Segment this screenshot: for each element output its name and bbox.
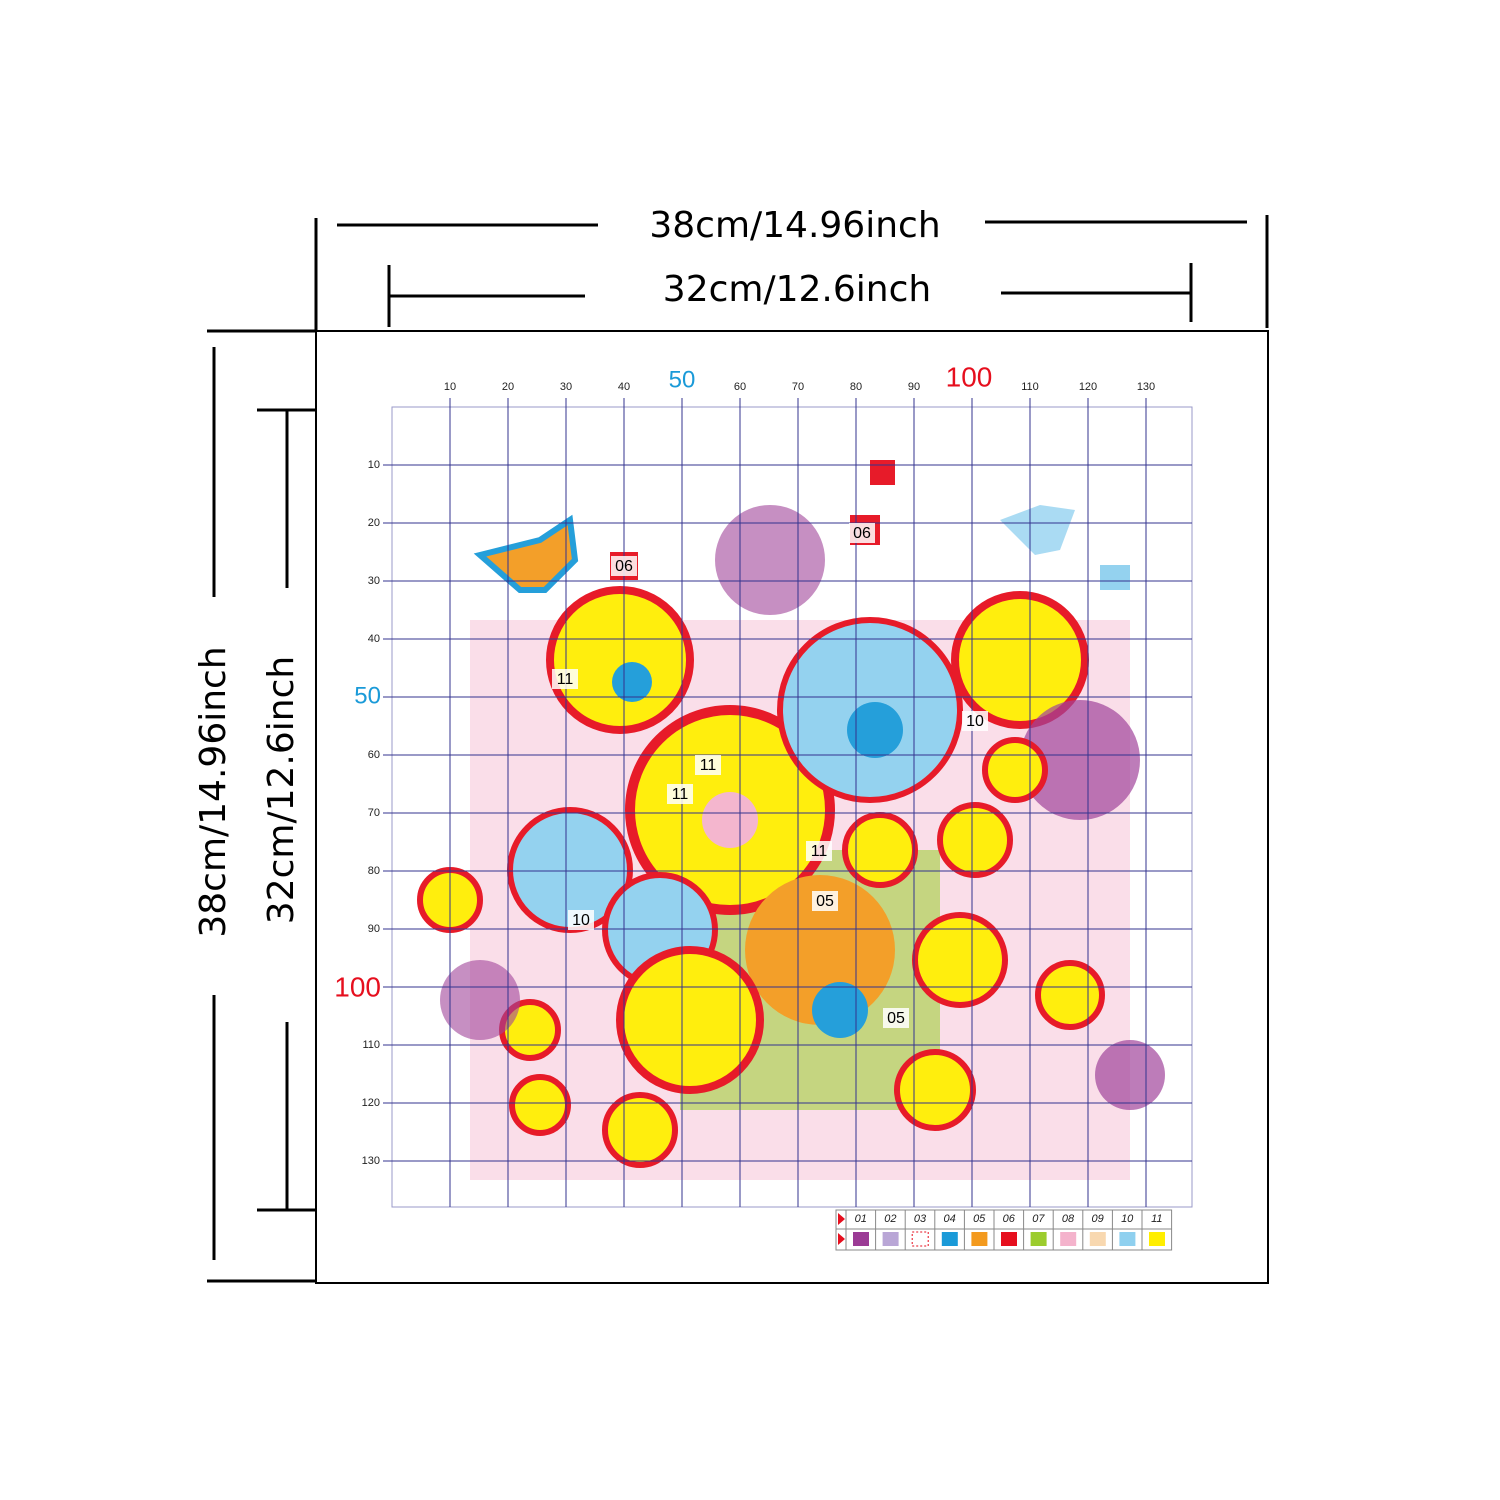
- legend-swatch: [971, 1232, 988, 1246]
- dimension-lines: [207, 215, 1269, 1283]
- y-tick-label: 40: [368, 633, 380, 645]
- x-tick-label: 40: [618, 381, 630, 393]
- region-label: 11: [811, 843, 828, 860]
- region-label-bg: [812, 891, 838, 911]
- legend-swatch: [1119, 1232, 1136, 1246]
- x-tick-label: 30: [560, 381, 572, 393]
- region-label-bg: [552, 669, 578, 689]
- region-label-bg: [568, 910, 594, 930]
- y-tick-label: 120: [362, 1097, 380, 1109]
- flower-artwork: [417, 460, 1165, 1180]
- x-tick-label: 20: [502, 381, 514, 393]
- y-tick-label: 130: [362, 1155, 380, 1167]
- color-legend: 01 02 03 04 05 06 07 08 09 10 11: [835, 1209, 1173, 1251]
- legend-swatch: [1001, 1232, 1017, 1246]
- x-tick-label: 120: [1079, 381, 1097, 393]
- legend-code: 03: [914, 1213, 927, 1225]
- y-tick-label: 90: [368, 923, 380, 935]
- y-tick-label: 60: [368, 749, 380, 761]
- outer-width-label: 38cm/14.96inch: [649, 205, 940, 246]
- legend-code: 02: [884, 1213, 896, 1225]
- region-label-bg: [611, 556, 637, 576]
- legend-swatch: [853, 1232, 869, 1246]
- region-label: 11: [672, 786, 689, 803]
- legend-code: 05: [973, 1213, 986, 1225]
- legend-code: 08: [1062, 1213, 1075, 1225]
- inner-width-label: 32cm/12.6inch: [663, 269, 931, 310]
- x-tick-label: 110: [1021, 381, 1039, 393]
- grid-border: [391, 406, 1193, 1208]
- x-tick-label: 80: [850, 381, 862, 393]
- legend-arrow: [838, 1213, 845, 1245]
- x-tick-label: 90: [908, 381, 920, 393]
- x-tick-label: 130: [1137, 381, 1155, 393]
- legend-code: 07: [1032, 1213, 1045, 1225]
- legend-swatch: [1060, 1232, 1077, 1246]
- frame: [315, 330, 1269, 1284]
- region-label: 11: [557, 671, 574, 688]
- y-tick-label: 110: [362, 1039, 380, 1051]
- region-label-bg: [883, 1008, 909, 1028]
- region-label-bg: [806, 841, 832, 861]
- legend-swatch: [882, 1232, 899, 1246]
- region-label: 05: [816, 893, 834, 910]
- legend-swatch: [1089, 1232, 1106, 1246]
- x-tick-label: 70: [792, 381, 804, 393]
- x-tick-label: 10: [444, 381, 456, 393]
- legend-swatch: [1149, 1232, 1165, 1246]
- y-marker-label: 100: [334, 971, 381, 1002]
- legend-code: 06: [1003, 1213, 1016, 1225]
- legend-swatch: [1030, 1232, 1047, 1246]
- region-label-bg: [695, 755, 721, 775]
- region-label-bg: [667, 784, 693, 804]
- y-tick-label: 80: [368, 865, 380, 877]
- y-tick-label: 10: [368, 459, 380, 471]
- x-tick-label: 60: [734, 381, 746, 393]
- region-label: 05: [887, 1010, 905, 1027]
- legend-swatch: [911, 1231, 929, 1247]
- region-labels: 06 06 11 11 11 11 10 10 05 05: [552, 523, 988, 1028]
- legend-code: 09: [1091, 1213, 1103, 1225]
- stitch-grid: 10 20 30 40 60 70 80 90 110 120 130 10 20 30 40 60 70 80 9…: [362, 381, 1193, 1208]
- legend-code: 01: [855, 1213, 867, 1225]
- region-label: 10: [966, 713, 984, 730]
- legend-code: 11: [1151, 1213, 1162, 1225]
- y-tick-label: 20: [368, 517, 380, 529]
- y-tick-label: 70: [368, 807, 380, 819]
- region-label: 10: [572, 912, 590, 929]
- legend-swatch: [941, 1232, 958, 1246]
- y-tick-label: 30: [368, 575, 380, 587]
- legend-code: 04: [943, 1213, 955, 1225]
- inner-height-label: 32cm/12.6inch: [261, 656, 302, 924]
- legend-code: 10: [1121, 1213, 1134, 1225]
- region-label-bg: [849, 523, 875, 543]
- region-label: 06: [615, 558, 633, 575]
- x-marker-label: 100: [946, 361, 993, 392]
- y-marker-label: 50: [354, 682, 381, 709]
- region-label-bg: [962, 711, 988, 731]
- region-label: 06: [853, 525, 871, 542]
- region-label: 11: [700, 757, 717, 774]
- outer-height-label: 38cm/14.96inch: [193, 646, 234, 937]
- x-marker-label: 50: [669, 366, 696, 393]
